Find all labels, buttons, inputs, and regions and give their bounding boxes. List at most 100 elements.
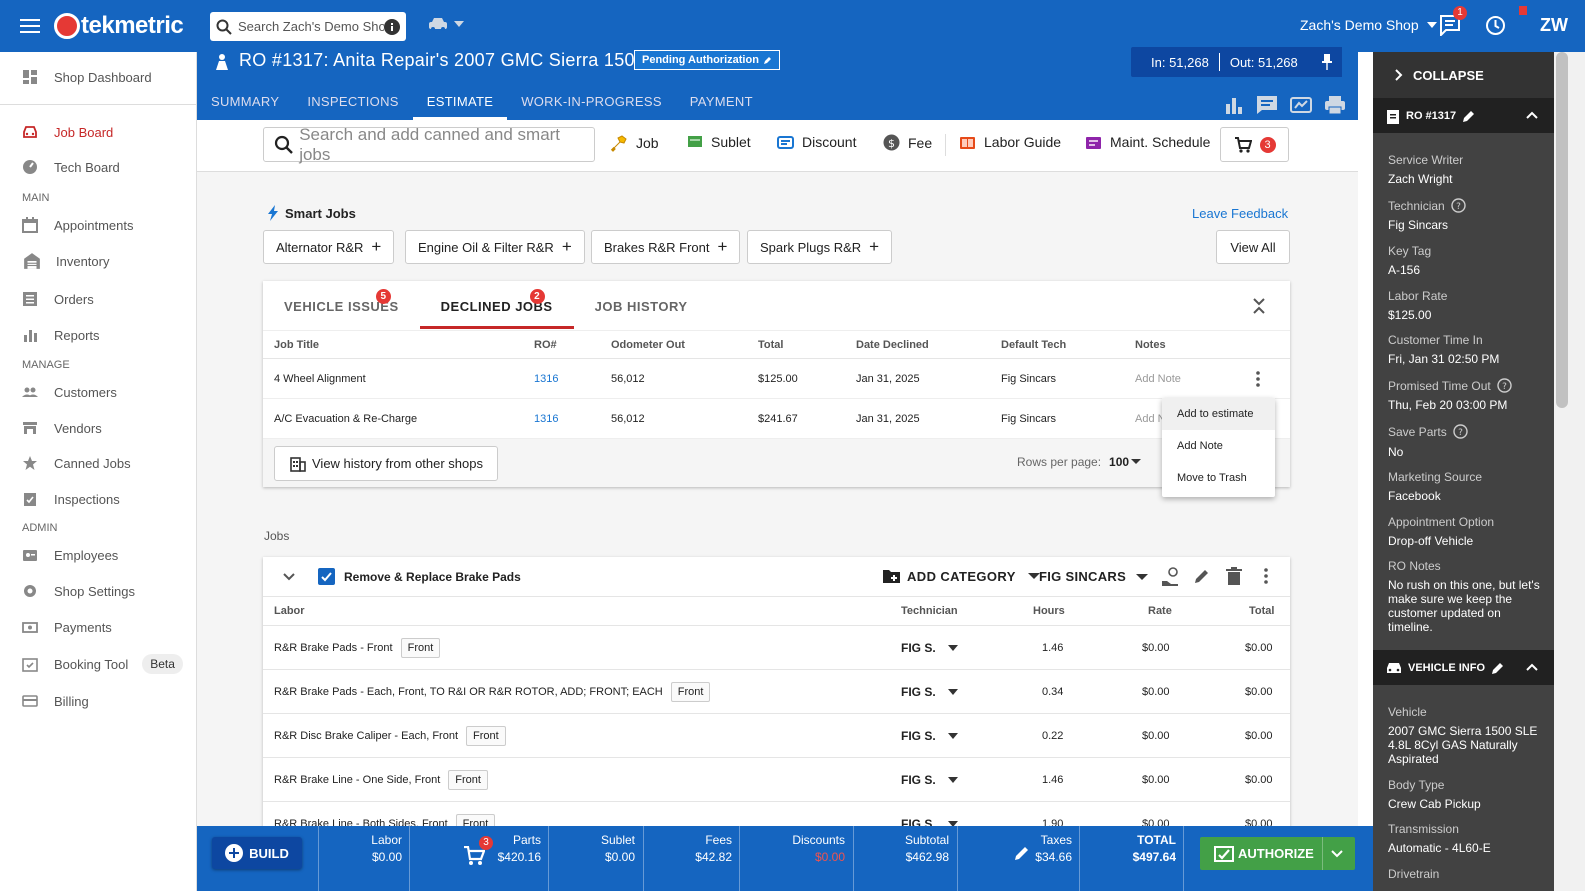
view-all-button[interactable]: View All [1216,230,1290,264]
labor-tech-dropdown[interactable]: FIG S. [901,729,958,743]
status-badge[interactable]: Pending Authorization [634,50,780,70]
pencil-icon[interactable] [1462,109,1476,123]
tab-inspections[interactable]: INSPECTIONS [307,94,399,109]
labor-hours[interactable]: 0.22 [1042,729,1064,742]
job-search-input[interactable]: Search and add canned and smart jobs [299,124,561,164]
tab-declined-jobs[interactable]: DECLINED JOBS 2 [419,281,574,329]
tab-summary[interactable]: SUMMARY [211,94,280,109]
pin-button[interactable] [1312,47,1342,77]
avatar[interactable]: ZW [1540,15,1568,35]
sidebar-item-employees[interactable]: Employees [0,540,197,570]
labor-hours[interactable]: 1.90 [1042,817,1064,827]
more-vert-icon[interactable] [1264,568,1268,584]
printer-icon[interactable] [1324,95,1346,115]
table-row[interactable]: A/C Evacuation & Re-Charge 1316 56,012 $… [263,399,1290,439]
money-hand-icon[interactable] [1161,567,1181,587]
add-note-link[interactable]: Add Note [1135,372,1181,385]
mileage-display[interactable]: In: 51,268 Out: 51,268 [1131,47,1318,77]
global-search-input[interactable]: Search Zach's Demo Shop [238,19,384,34]
table-row[interactable]: 4 Wheel Alignment 1316 56,012 $125.00 Ja… [263,359,1290,399]
add-sublet-button[interactable]: Sublet [687,134,751,150]
smart-job-chip[interactable]: Brakes R&R Front + [591,230,741,264]
sidebar-item-appointments[interactable]: Appointments [0,210,197,240]
tab-payment[interactable]: PAYMENT [689,94,753,109]
help-icon[interactable]: ? [1451,198,1466,213]
labor-hours[interactable]: 1.46 [1042,641,1064,654]
labor-tech-dropdown[interactable]: FIG S. [901,685,958,699]
sidebar-item-shop-dashboard[interactable]: Shop Dashboard [0,62,197,92]
chevron-up-icon[interactable] [1526,111,1538,119]
menu-item-add-note[interactable]: Add Note [1177,440,1223,452]
labor-tech-dropdown[interactable]: FIG S. [901,773,958,787]
tab-job-history[interactable]: JOB HISTORY [574,281,709,329]
menu-item-move-to-trash[interactable]: Move to Trash [1177,472,1247,484]
brand-logo[interactable]: tekmetric [54,12,184,40]
cart-icon[interactable] [463,846,485,866]
labor-row[interactable]: R&R Disc Brake Caliper - Each, Front Fron… [263,714,1290,758]
ro-section-header[interactable]: RO #1317 [1373,98,1554,133]
smart-job-chip[interactable]: Alternator R&R + [263,230,395,264]
labor-hours[interactable]: 1.46 [1042,773,1064,786]
build-button[interactable]: BUILD [212,837,302,869]
pencil-icon[interactable] [1491,661,1505,675]
history-button[interactable] [1485,15,1506,36]
leave-feedback-link[interactable]: Leave Feedback [1192,206,1289,221]
sidebar-item-vendors[interactable]: Vendors [0,413,197,443]
labor-row[interactable]: R&R Brake Line - Both Sides, Front Front … [263,802,1290,826]
menu-icon[interactable] [20,18,40,34]
sidebar-item-shop-settings[interactable]: Shop Settings [0,576,197,606]
tab-work-in-progress[interactable]: WORK-IN-PROGRESS [521,94,662,109]
sidebar-item-orders[interactable]: Orders [0,284,197,314]
tab-estimate[interactable]: ESTIMATE [412,87,508,120]
sidebar-item-reports[interactable]: Reports [0,320,197,350]
rows-per-page[interactable]: Rows per page: 100 [1017,455,1142,469]
scrollbar[interactable] [1554,52,1585,891]
tablet-icon[interactable] [1290,95,1312,115]
view-history-button[interactable]: View history from other shops [274,446,498,481]
vehicle-dropdown[interactable] [428,16,464,32]
labor-row[interactable]: R&R Brake Line - One Side, Front Front FI… [263,758,1290,802]
collapse-panel-icon[interactable] [1253,298,1265,314]
labor-row[interactable]: R&R Brake Pads - Front Front FIG S. 1.46 … [263,626,1290,670]
trash-icon[interactable] [1226,567,1242,585]
add-fee-button[interactable]: $ Fee [883,134,932,151]
message-icon[interactable] [1256,95,1278,115]
job-checkbox[interactable] [318,568,335,585]
ro-link[interactable]: 1316 [534,372,559,385]
collapse-button[interactable]: COLLAPSE [1373,52,1554,98]
smart-job-chip[interactable]: Spark Plugs R&R + [747,230,893,264]
bar-chart-icon[interactable] [1224,95,1244,115]
tab-vehicle-issues[interactable]: VEHICLE ISSUES 5 [263,281,420,329]
help-icon[interactable]: ? [1453,424,1468,439]
cart-button[interactable]: 3 [1220,127,1289,162]
sidebar-item-job-board[interactable]: Job Board [0,117,197,147]
job-search[interactable]: Search and add canned and smart jobs [263,124,595,164]
help-icon[interactable]: ? [1497,378,1512,393]
messages-button[interactable]: 1 [1439,6,1467,36]
labor-guide-button[interactable]: Labor Guide [959,134,1061,150]
labor-tech-dropdown[interactable]: FIG S. [901,641,958,655]
chevron-down-icon[interactable] [1331,850,1343,858]
sidebar-item-inspections[interactable]: Inspections [0,484,197,514]
add-discount-button[interactable]: Discount [777,134,856,150]
sidebar-item-inventory[interactable]: Inventory [0,246,197,276]
add-category-button[interactable]: ADD CATEGORY [882,568,1040,584]
info-icon[interactable] [384,18,400,35]
edit-icon[interactable] [1193,567,1211,585]
scrollbar-thumb[interactable] [1556,52,1568,408]
maint-schedule-button[interactable]: Maint. Schedule [1085,134,1210,150]
global-search[interactable]: Search Zach's Demo Shop [210,12,406,41]
add-job-button[interactable]: Job [610,134,659,152]
sidebar-item-customers[interactable]: Customers [0,377,197,407]
ro-link[interactable]: 1316 [534,412,559,425]
sidebar-item-canned-jobs[interactable]: Canned Jobs [0,448,197,478]
chevron-up-icon[interactable] [1526,663,1538,671]
more-vert-icon[interactable] [1256,370,1260,387]
sidebar-item-tech-board[interactable]: Tech Board [0,152,197,182]
pencil-icon[interactable] [1013,844,1031,862]
shop-selector[interactable]: Zach's Demo Shop [1300,17,1437,33]
sidebar-item-booking-tool[interactable]: Booking Tool Beta [0,649,197,679]
chevron-down-icon[interactable] [283,573,295,581]
smart-job-chip[interactable]: Engine Oil & Filter R&R + [405,230,585,264]
labor-hours[interactable]: 0.34 [1042,685,1064,698]
